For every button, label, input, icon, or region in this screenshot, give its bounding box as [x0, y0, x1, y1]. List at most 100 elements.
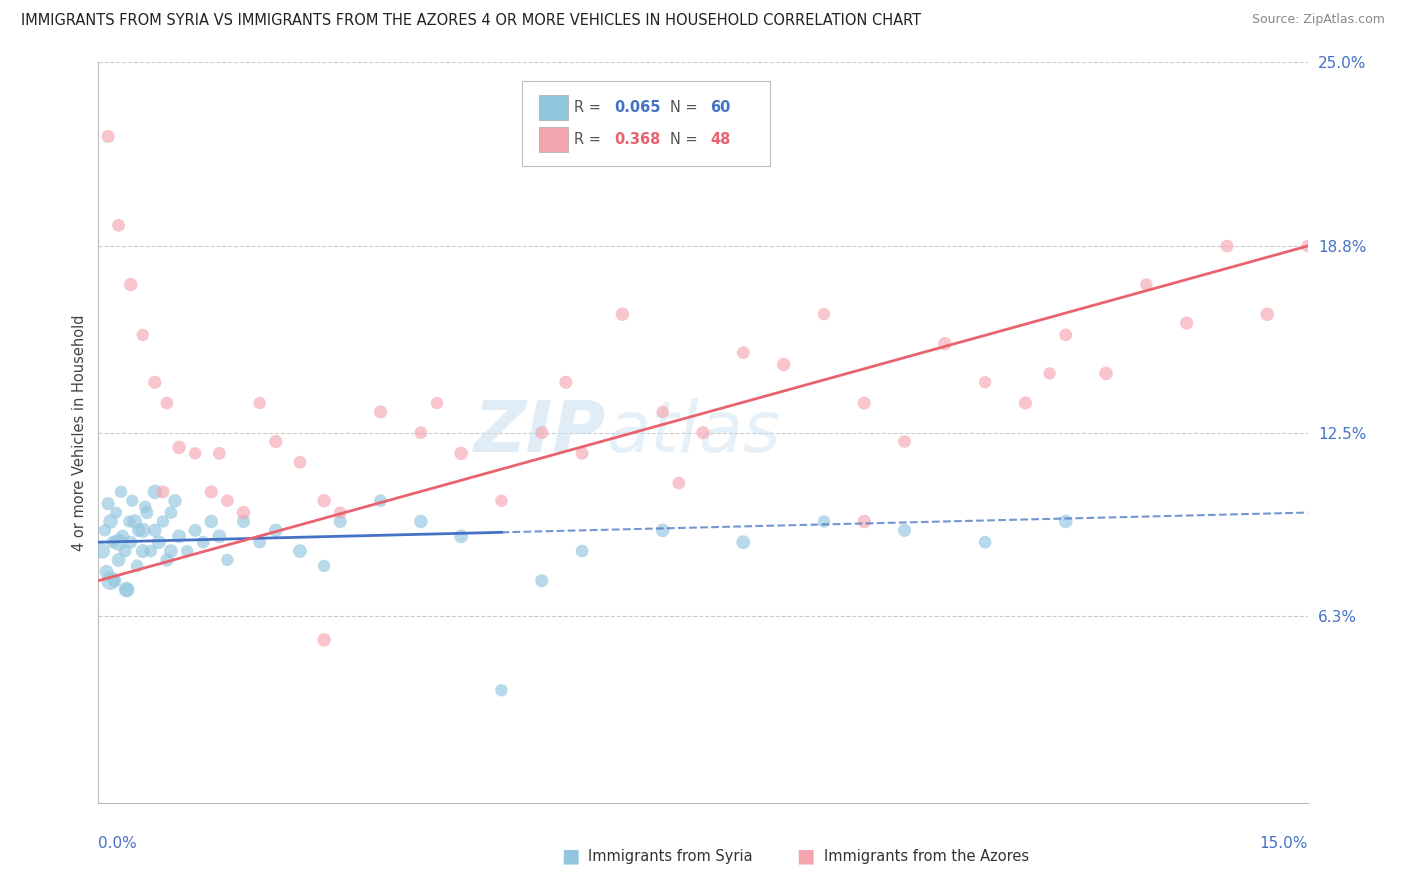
- Point: [148, 535, 170, 549]
- Point: [101, 535, 124, 549]
- Point: [491, 683, 513, 698]
- Point: [288, 455, 311, 469]
- Point: [143, 524, 166, 538]
- Text: 15.0%: 15.0%: [1260, 836, 1308, 851]
- Point: [115, 582, 138, 597]
- Point: [249, 396, 271, 410]
- Point: [772, 358, 794, 372]
- Point: [314, 493, 336, 508]
- FancyBboxPatch shape: [522, 81, 769, 166]
- Point: [193, 535, 215, 549]
- Point: [668, 475, 690, 490]
- Point: [156, 553, 179, 567]
- Point: [853, 396, 876, 410]
- Point: [135, 506, 157, 520]
- Point: [426, 396, 449, 410]
- Point: [1135, 277, 1157, 292]
- Point: [124, 515, 146, 529]
- Text: 0.0%: 0.0%: [98, 836, 138, 851]
- Point: [1054, 515, 1077, 529]
- Point: [111, 529, 134, 543]
- Point: [143, 376, 166, 390]
- Point: [121, 493, 143, 508]
- Point: [167, 441, 190, 455]
- Point: [107, 535, 129, 549]
- Point: [105, 506, 128, 520]
- Point: [143, 484, 166, 499]
- Point: [232, 506, 254, 520]
- Point: [264, 524, 287, 538]
- Text: ■: ■: [561, 847, 579, 865]
- Point: [200, 515, 222, 529]
- Point: [118, 515, 141, 529]
- Text: 0.368: 0.368: [614, 132, 661, 147]
- Point: [1039, 367, 1062, 381]
- Point: [160, 506, 183, 520]
- Point: [167, 529, 190, 543]
- Point: [1175, 316, 1198, 330]
- Point: [127, 558, 149, 573]
- Point: [134, 500, 156, 514]
- Point: [934, 336, 956, 351]
- Point: [152, 484, 174, 499]
- Point: [110, 484, 132, 499]
- Point: [217, 553, 239, 567]
- Point: [571, 544, 593, 558]
- Point: [160, 544, 183, 558]
- Point: [450, 529, 472, 543]
- Text: 48: 48: [710, 132, 731, 147]
- Point: [91, 544, 114, 558]
- Point: [813, 307, 835, 321]
- Point: [217, 493, 239, 508]
- Point: [100, 515, 122, 529]
- Text: atlas: atlas: [606, 398, 780, 467]
- Point: [692, 425, 714, 440]
- Point: [1296, 239, 1319, 253]
- Point: [94, 524, 117, 538]
- Point: [491, 493, 513, 508]
- Y-axis label: 4 or more Vehicles in Household: 4 or more Vehicles in Household: [72, 314, 87, 551]
- Text: R =: R =: [574, 132, 605, 147]
- Point: [1054, 327, 1077, 342]
- Point: [115, 582, 138, 597]
- Point: [152, 515, 174, 529]
- Point: [571, 446, 593, 460]
- Point: [1256, 307, 1278, 321]
- Text: R =: R =: [574, 100, 605, 115]
- Text: N =: N =: [671, 132, 703, 147]
- Text: Source: ZipAtlas.com: Source: ZipAtlas.com: [1251, 13, 1385, 27]
- Point: [1095, 367, 1118, 381]
- Point: [107, 219, 129, 233]
- Point: [249, 535, 271, 549]
- Text: 0.065: 0.065: [614, 100, 661, 115]
- Text: ■: ■: [797, 847, 815, 865]
- Point: [530, 425, 553, 440]
- Point: [184, 446, 207, 460]
- Point: [288, 544, 311, 558]
- Point: [370, 493, 392, 508]
- Point: [103, 574, 125, 588]
- Point: [612, 307, 634, 321]
- Point: [409, 515, 432, 529]
- Point: [107, 553, 129, 567]
- Point: [974, 376, 997, 390]
- Point: [530, 574, 553, 588]
- Point: [132, 327, 155, 342]
- Point: [733, 535, 755, 549]
- Point: [139, 544, 162, 558]
- Point: [120, 277, 142, 292]
- Point: [409, 425, 432, 440]
- Point: [120, 535, 142, 549]
- Point: [1014, 396, 1036, 410]
- Point: [733, 345, 755, 359]
- Point: [114, 544, 136, 558]
- Point: [893, 524, 915, 538]
- Point: [813, 515, 835, 529]
- Point: [974, 535, 997, 549]
- Point: [651, 405, 673, 419]
- Point: [208, 446, 231, 460]
- Point: [1216, 239, 1239, 253]
- Point: [893, 434, 915, 449]
- Point: [132, 524, 155, 538]
- Point: [651, 524, 673, 538]
